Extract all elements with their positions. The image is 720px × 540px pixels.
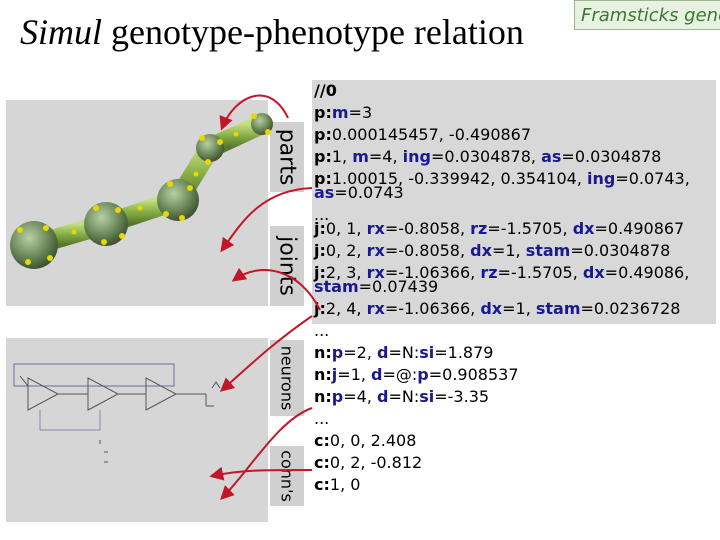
- creature-dots: [17, 113, 271, 265]
- code-line: n:p=2, d=N:si=1.879: [314, 343, 494, 362]
- genotype-code: //0 p:m=3 p:0.000145457, -0.490867 p:1, …: [314, 80, 690, 496]
- code-line: c:0, 0, 2.408: [314, 431, 417, 450]
- code-line: c:1, 0: [314, 475, 361, 494]
- code-line: //0: [314, 81, 337, 100]
- code-line: n:j=1, d=@:p=0.908537: [314, 365, 519, 384]
- code-line: j:2, 4, rx=-1.06366, dx=1, stam=0.023672…: [314, 299, 681, 318]
- code-line: j:2, 3, rx=-1.06366, rz=-1.5705, dx=0.49…: [314, 263, 690, 282]
- code-line: stam=0.07439: [314, 277, 439, 296]
- code-line: c:0, 2, -0.812: [314, 453, 423, 472]
- neuron-diagram: [13, 363, 221, 463]
- side-label-conns: conn's: [270, 446, 304, 506]
- parts-code-box: [312, 80, 716, 204]
- code-line: ...: [314, 205, 330, 224]
- code-line: n:p=4, d=N:si=-3.35: [314, 387, 490, 406]
- side-label-parts: parts: [270, 122, 304, 192]
- code-line: p:1.00015, -0.339942, 0.354104, ing=0.07…: [314, 169, 690, 188]
- joints-code-box: [312, 204, 716, 324]
- code-line: as=0.0743: [314, 183, 404, 202]
- code-line: ...: [314, 409, 330, 428]
- code-line: p:m=3: [314, 103, 373, 122]
- creature-image: [10, 113, 273, 269]
- code-line: j:0, 1, rx=-0.8058, rz=-1.5705, dx=0.490…: [314, 219, 685, 238]
- mapping-arrows: [209, 94, 321, 500]
- slide-title: Simul genotype-phenotype relation: [20, 8, 524, 56]
- side-label-neurons: neurons: [270, 340, 304, 416]
- side-label-joints: joints: [270, 226, 304, 306]
- framsticks-badge: Framsticks genetic: [574, 0, 720, 30]
- code-line: ...: [314, 321, 330, 340]
- creature-sticks: [24, 114, 272, 255]
- code-line: j:0, 2, rx=-0.8058, dx=1, stam=0.0304878: [314, 241, 671, 260]
- title-italic: Simul: [20, 12, 103, 52]
- code-line: p:1, m=4, ing=0.0304878, as=0.0304878: [314, 147, 662, 166]
- code-line: p:0.000145457, -0.490867: [314, 125, 532, 144]
- title-rest: genotype-phenotype relation: [102, 12, 524, 52]
